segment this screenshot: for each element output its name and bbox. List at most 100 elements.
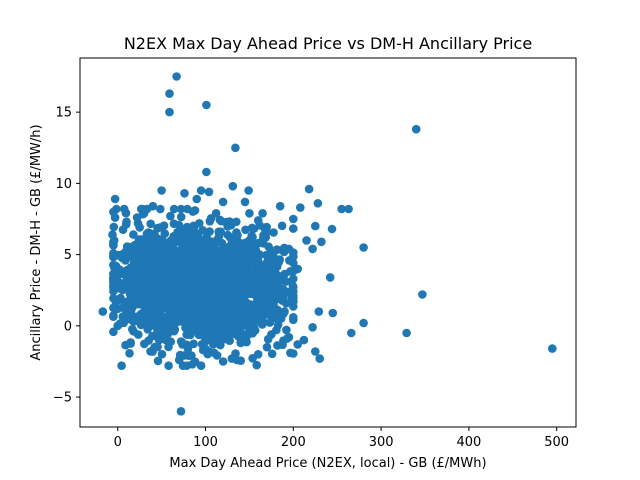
scatter-point bbox=[196, 361, 206, 371]
scatter-point bbox=[229, 317, 238, 326]
scatter-point bbox=[168, 267, 177, 277]
scatter-point bbox=[308, 323, 317, 332]
scatter-point bbox=[129, 317, 138, 326]
scatter-point bbox=[110, 213, 120, 222]
scatter-point bbox=[189, 339, 198, 349]
scatter-point bbox=[140, 339, 149, 349]
scatter-point bbox=[126, 338, 135, 347]
scatter-point bbox=[165, 107, 174, 117]
scatter-point bbox=[317, 237, 326, 247]
scatter-point bbox=[185, 289, 195, 299]
scatter-point bbox=[337, 204, 346, 214]
scatter-point bbox=[126, 285, 136, 295]
scatter-point bbox=[223, 221, 232, 230]
scatter-point bbox=[214, 227, 223, 237]
scatter-point bbox=[177, 251, 186, 260]
scatter-point bbox=[163, 311, 173, 321]
scatter-point bbox=[185, 229, 194, 239]
scatter-point bbox=[169, 204, 179, 214]
scatter-point bbox=[226, 306, 235, 315]
scatter-point bbox=[328, 308, 338, 318]
scatter-point bbox=[236, 241, 245, 251]
scatter-point bbox=[262, 342, 272, 352]
scatter-point bbox=[190, 206, 200, 215]
scatter-point bbox=[157, 277, 166, 287]
scatter-point bbox=[245, 209, 254, 218]
scatter-point bbox=[122, 217, 131, 227]
scatter-point bbox=[218, 308, 228, 318]
scatter-point bbox=[196, 186, 206, 195]
y-tick-label: −5 bbox=[53, 391, 72, 406]
scatter-point bbox=[302, 236, 311, 245]
scatter-point bbox=[182, 259, 191, 269]
scatter-point bbox=[183, 237, 193, 247]
scatter-point bbox=[289, 224, 298, 233]
scatter-point bbox=[157, 261, 167, 270]
scatter-point bbox=[258, 209, 267, 218]
scatter-point bbox=[239, 253, 248, 263]
scatter-point bbox=[169, 232, 178, 241]
scatter-point bbox=[166, 293, 175, 303]
scatter-point bbox=[205, 282, 214, 292]
x-axis-label: Max Day Ahead Price (N2EX, local) - GB (… bbox=[169, 456, 486, 471]
scatter-point bbox=[284, 244, 294, 254]
scatter-point bbox=[359, 318, 368, 328]
scatter-point bbox=[206, 314, 215, 324]
scatter-point bbox=[210, 348, 219, 358]
scatter-point bbox=[165, 89, 174, 98]
scatter-point bbox=[182, 330, 191, 339]
scatter-point bbox=[194, 313, 203, 322]
scatter-point bbox=[161, 335, 171, 345]
scatter-point bbox=[131, 241, 140, 251]
x-tick-label: 100 bbox=[193, 435, 218, 450]
scatter-point bbox=[120, 304, 130, 314]
scatter-point bbox=[232, 217, 241, 227]
scatter-point bbox=[252, 360, 261, 370]
scatter-point bbox=[138, 261, 147, 271]
scatter-point bbox=[157, 349, 167, 359]
scatter-point bbox=[119, 204, 129, 214]
scatter-point bbox=[164, 361, 173, 371]
scatter-point bbox=[271, 287, 281, 297]
scatter-point bbox=[258, 303, 267, 312]
scatter-point bbox=[155, 313, 165, 322]
scatter-point bbox=[129, 300, 138, 309]
y-tick-label: 0 bbox=[64, 319, 72, 334]
scatter-point bbox=[153, 328, 162, 338]
x-tick-label: 300 bbox=[369, 435, 394, 450]
scatter-point bbox=[135, 223, 144, 232]
scatter-point bbox=[411, 124, 421, 134]
scatter-point bbox=[315, 354, 325, 363]
scatter-point bbox=[157, 234, 167, 244]
scatter-point bbox=[418, 290, 427, 299]
scatter-point bbox=[271, 246, 281, 255]
scatter-point bbox=[287, 291, 296, 301]
scatter-point bbox=[146, 219, 155, 229]
scatter-point bbox=[189, 221, 198, 231]
scatter-point bbox=[172, 72, 181, 81]
scatter-point bbox=[195, 268, 205, 278]
scatter-point bbox=[267, 349, 277, 359]
scatter-point bbox=[273, 320, 283, 330]
scatter-point bbox=[269, 253, 279, 262]
scatter-point bbox=[129, 230, 138, 239]
scatter-point bbox=[124, 267, 133, 277]
scatter-point bbox=[253, 238, 263, 248]
scatter-point bbox=[180, 189, 189, 198]
scatter-point bbox=[118, 225, 128, 234]
scatter-point bbox=[289, 349, 298, 358]
scatter-point bbox=[156, 204, 165, 214]
scatter-point bbox=[188, 271, 197, 281]
scatter-point bbox=[218, 357, 228, 366]
scatter-point bbox=[166, 285, 176, 294]
scatter-point bbox=[174, 355, 184, 365]
scatter-point bbox=[240, 266, 250, 275]
scatter-point bbox=[267, 330, 276, 339]
scatter-point bbox=[117, 250, 127, 259]
scatter-point bbox=[236, 297, 245, 306]
x-tick-label: 200 bbox=[281, 435, 306, 450]
scatter-point bbox=[205, 227, 214, 236]
scatter-point bbox=[109, 303, 118, 313]
scatter-point bbox=[146, 290, 156, 299]
scatter-point bbox=[180, 268, 190, 278]
